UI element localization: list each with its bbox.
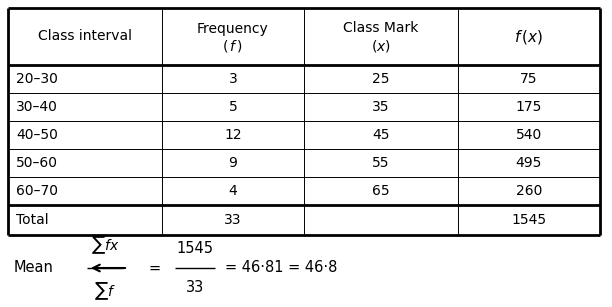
Text: = 46·81 = 46·8: = 46·81 = 46·8 (225, 261, 337, 275)
Text: $(\,f\,)$: $(\,f\,)$ (223, 37, 244, 53)
Text: 30–40: 30–40 (16, 100, 58, 114)
Text: 20–30: 20–30 (16, 72, 58, 86)
Text: 45: 45 (372, 128, 390, 142)
Text: 175: 175 (516, 100, 542, 114)
Text: 55: 55 (372, 156, 390, 170)
Text: Total: Total (16, 213, 48, 227)
Text: Class Mark: Class Mark (343, 21, 419, 36)
Text: 1545: 1545 (512, 213, 547, 227)
Text: 40–50: 40–50 (16, 128, 58, 142)
Text: 540: 540 (516, 128, 542, 142)
Text: $(x)$: $(x)$ (371, 37, 391, 53)
Text: Class interval: Class interval (38, 29, 132, 44)
Text: 50–60: 50–60 (16, 156, 58, 170)
Text: 75: 75 (520, 72, 538, 86)
Text: 260: 260 (516, 184, 542, 198)
Text: 12: 12 (224, 128, 242, 142)
Text: 65: 65 (372, 184, 390, 198)
Text: $\sum fx$: $\sum fx$ (91, 234, 119, 256)
Text: 33: 33 (186, 280, 204, 295)
Text: 35: 35 (372, 100, 390, 114)
Text: 25: 25 (372, 72, 390, 86)
Text: 495: 495 (516, 156, 542, 170)
Text: =: = (148, 261, 160, 275)
Text: $f\,(x)$: $f\,(x)$ (514, 28, 543, 45)
Text: 4: 4 (229, 184, 237, 198)
Text: 33: 33 (224, 213, 242, 227)
Text: 5: 5 (229, 100, 237, 114)
Text: 3: 3 (229, 72, 237, 86)
Text: 60–70: 60–70 (16, 184, 58, 198)
Text: $\sum f$: $\sum f$ (94, 280, 116, 302)
Text: Mean: Mean (14, 261, 54, 275)
Text: 9: 9 (228, 156, 237, 170)
Text: Frequency: Frequency (197, 21, 269, 36)
Text: 1545: 1545 (176, 241, 214, 256)
